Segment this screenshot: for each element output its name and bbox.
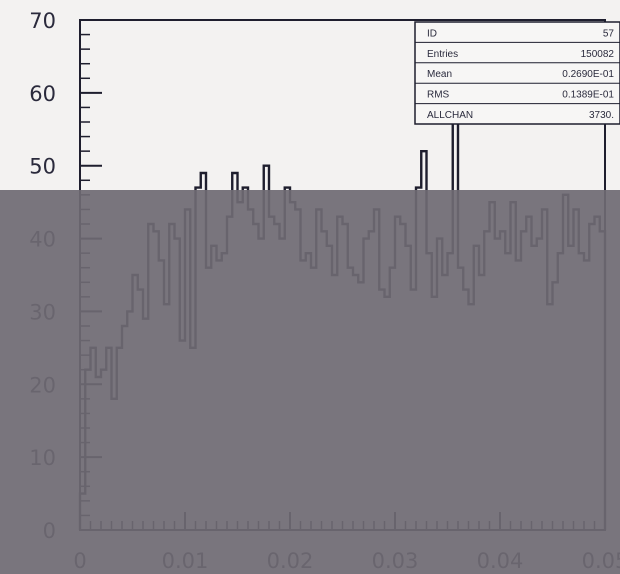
- y-tick-label: 10: [29, 446, 56, 470]
- x-tick-label: 0.03: [372, 549, 419, 573]
- stats-label: Mean: [427, 69, 452, 80]
- x-tick-label: 0.04: [477, 549, 524, 573]
- stats-label: RMS: [427, 90, 450, 101]
- stats-value: 0.2690E-01: [562, 69, 614, 80]
- y-tick-label: 30: [29, 300, 56, 324]
- stats-value: 150082: [581, 49, 615, 60]
- x-tick-label: 0.01: [162, 549, 209, 573]
- x-tick-label: 0.05: [582, 549, 620, 573]
- stats-value: 0.1389E-01: [562, 90, 614, 101]
- y-tick-label: 40: [29, 228, 56, 252]
- stats-value: 3730.: [589, 110, 614, 121]
- stats-value: 57: [603, 28, 615, 39]
- stats-box: [414, 21, 620, 125]
- stats-label: ID: [427, 28, 437, 39]
- y-tick-label: 60: [29, 82, 56, 106]
- y-tick-label: 0: [43, 519, 56, 543]
- y-tick-label: 50: [29, 155, 56, 179]
- y-tick-label: 70: [29, 9, 56, 33]
- stats-label: ALLCHAN: [427, 110, 473, 121]
- stats-label: Entries: [427, 49, 458, 60]
- x-tick-label: 0: [73, 549, 86, 573]
- x-tick-label: 0.02: [267, 549, 314, 573]
- histogram-series: [78, 113, 607, 530]
- y-tick-label: 20: [29, 373, 56, 397]
